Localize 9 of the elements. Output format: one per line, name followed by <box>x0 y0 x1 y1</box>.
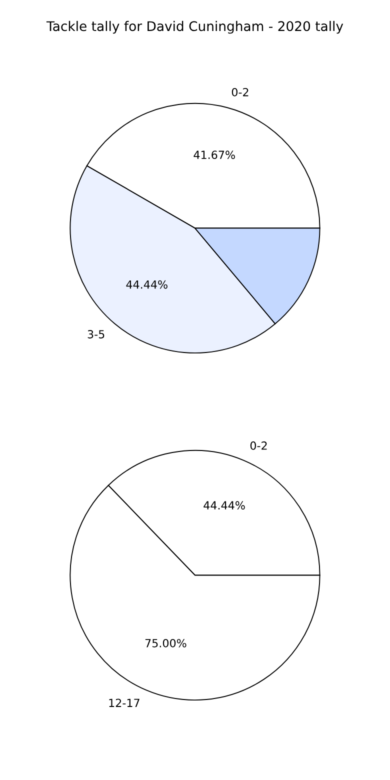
data-label: 44.44% <box>204 501 245 510</box>
data-label: 44.44% <box>126 280 168 289</box>
slice-label: 12-17 <box>109 698 140 707</box>
slice-label: 3-5 <box>88 330 104 338</box>
data-label: 41.67% <box>194 150 235 160</box>
data-label: 75.00% <box>145 638 186 648</box>
slice-label: 0-2 <box>232 88 248 96</box>
slice-label: 0-2 <box>250 441 267 450</box>
chart-title: Tackle tally for David Cuningham - 2020 tally <box>46 20 344 34</box>
